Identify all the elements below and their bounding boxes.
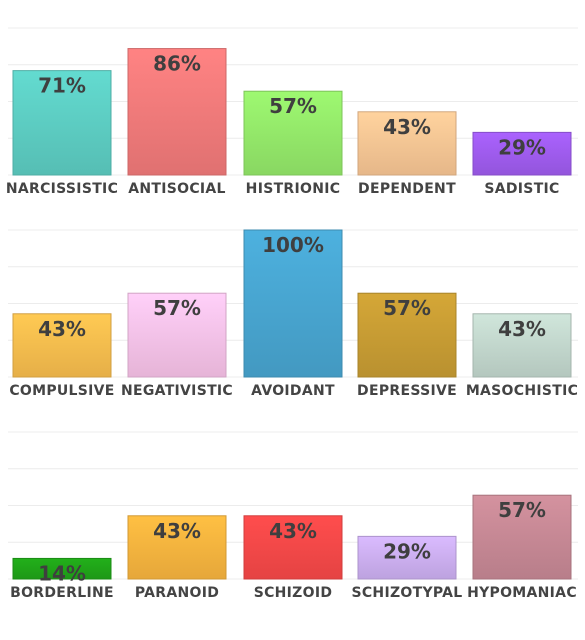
category-label-negativistic: NEGATIVISTIC [121, 383, 233, 399]
value-label-compulsive: 43% [38, 317, 86, 341]
bar-dependent [357, 111, 457, 176]
bar-depressive [357, 292, 457, 378]
bar-chart-panel-2: 43% COMPULSIVE 57% NEGATIVISTIC 100% AVOIDANT… [8, 229, 578, 399]
category-label-narcissistic: NARCISSISTIC [6, 181, 118, 197]
category-label-hypomaniac: HYPOMANIAC [467, 585, 577, 601]
bar-chart-panel-1: 71% NARCISSISTIC 86% ANTISOCIAL 57% HISTRIONI… [6, 27, 578, 197]
bar-antisocial [127, 48, 227, 176]
value-label-dependent: 43% [383, 115, 431, 139]
value-label-negativistic: 57% [153, 296, 201, 320]
value-label-hypomaniac: 57% [498, 498, 546, 522]
category-label-antisocial: ANTISOCIAL [128, 181, 226, 197]
category-label-compulsive: COMPULSIVE [9, 383, 114, 399]
value-label-schizotypal: 29% [383, 539, 431, 563]
bar-borderline [12, 557, 112, 580]
bar-negativistic [127, 292, 227, 378]
bar-paranoid [127, 515, 227, 580]
bar-chart-panel-3: 14%BORDERLINE 43% PARANOID 43% SCHIZOID 29% SC… [8, 431, 578, 601]
category-label-paranoid: PARANOID [135, 585, 219, 601]
bar-hypomaniac [472, 494, 572, 580]
category-label-masochistic: MASOCHISTIC [466, 383, 578, 399]
value-label-borderline: 14% [38, 561, 86, 585]
value-label-paranoid: 43% [153, 519, 201, 543]
value-label-avoidant: 100% [262, 233, 324, 257]
bar-narcissistic [12, 70, 112, 176]
category-label-schizotypal: SCHIZOTYPAL [351, 585, 462, 601]
value-label-schizoid: 43% [269, 519, 317, 543]
category-label-histrionic: HISTRIONIC [246, 181, 341, 197]
value-label-sadistic: 29% [498, 135, 546, 159]
category-label-dependent: DEPENDENT [358, 181, 456, 197]
bar-schizoid [243, 515, 343, 580]
bar-avoidant [243, 229, 343, 378]
bar-masochistic [472, 313, 572, 378]
category-label-borderline: BORDERLINE [10, 585, 114, 601]
bar-histrionic [243, 90, 343, 176]
value-label-antisocial: 86% [153, 52, 201, 76]
category-label-sadistic: SADISTIC [484, 181, 559, 197]
category-label-avoidant: AVOIDANT [251, 383, 335, 399]
bar-compulsive [12, 313, 112, 378]
value-label-narcissistic: 71% [38, 74, 86, 98]
category-label-schizoid: SCHIZOID [254, 585, 333, 601]
value-label-depressive: 57% [383, 296, 431, 320]
value-label-histrionic: 57% [269, 94, 317, 118]
bar-schizotypal [357, 535, 457, 580]
bar-sadistic [472, 131, 572, 176]
category-label-depressive: DEPRESSIVE [357, 383, 457, 399]
value-label-masochistic: 43% [498, 317, 546, 341]
